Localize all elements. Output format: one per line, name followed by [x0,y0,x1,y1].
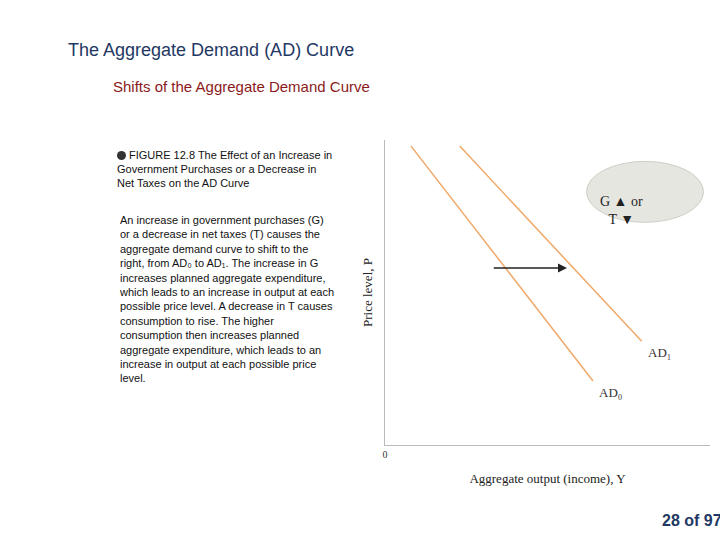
svg-text:AD₁: AD₁ [648,345,671,360]
html-text:The Aggregate Demand (AD) Curv: The Aggregate Demand (AD) Curve [68,40,355,60]
svg-text:G ▲ orT ▼: G ▲ orT ▼ [600,194,643,227]
svg-text:AD₀: AD₀ [599,385,622,400]
svg-text:Aggregate output (income), Y: Aggregate output (income), Y [469,471,626,486]
html-text:Shifts of the Aggregate Demand: Shifts of the Aggregate Demand Curve [113,78,370,95]
svg-text:0: 0 [383,449,388,460]
html-text:An increase in government purc: An increase in government purchases (G) … [120,214,334,385]
html-text:FIGURE 12.8 The Effect of an I: FIGURE 12.8 The Effect of an Increase in… [117,149,333,189]
svg-text:Price level, P: Price level, P [360,258,375,327]
